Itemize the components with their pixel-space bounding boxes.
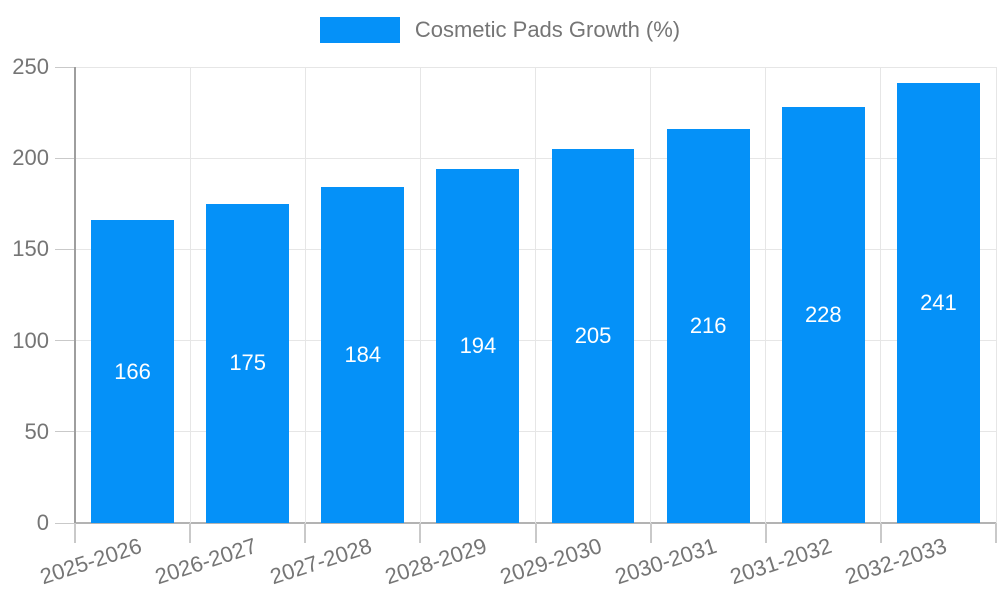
x-gridline <box>765 67 767 523</box>
x-tick <box>649 523 652 543</box>
bar: 166 <box>91 220 174 523</box>
bar: 184 <box>321 187 405 523</box>
y-tick <box>55 431 75 433</box>
y-tick <box>55 66 75 68</box>
x-tick <box>764 523 767 543</box>
x-gridline <box>189 67 191 523</box>
x-tick <box>419 523 422 543</box>
x-gridline <box>995 67 997 523</box>
x-gridline <box>650 67 652 523</box>
x-gridline <box>304 67 306 523</box>
bar-value-label: 241 <box>920 290 957 316</box>
y-tick <box>55 340 75 342</box>
y-axis-label: 200 <box>12 145 49 171</box>
bar: 194 <box>436 169 520 523</box>
bar-value-label: 216 <box>689 313 727 338</box>
legend-label: Cosmetic Pads Growth (%) <box>414 17 681 42</box>
bar: 228 <box>781 107 865 523</box>
y-tick <box>55 522 75 524</box>
y-axis-label: 0 <box>36 510 49 535</box>
bar-value-label: 194 <box>459 333 497 359</box>
y-axis-label: 250 <box>12 54 49 79</box>
bar: 175 <box>206 203 290 523</box>
y-tick <box>55 157 75 159</box>
x-gridline <box>419 67 421 523</box>
bar-value-label: 205 <box>574 323 612 349</box>
bar-value-label: 184 <box>344 342 382 368</box>
legend-swatch <box>319 17 400 43</box>
bar-value-label: 175 <box>229 350 267 376</box>
x-tick <box>995 523 997 543</box>
y-axis-label: 150 <box>12 236 49 262</box>
y-axis-label: 50 <box>24 418 49 444</box>
x-tick <box>189 523 192 543</box>
bar: 216 <box>666 129 750 523</box>
y-tick <box>55 248 75 250</box>
y-axis-line <box>74 67 76 523</box>
x-gridline <box>880 67 882 523</box>
x-tick <box>74 523 76 543</box>
x-tick <box>534 523 537 543</box>
chart-legend: Cosmetic Pads Growth (%) <box>0 17 1000 43</box>
bar-value-label: 166 <box>114 358 151 384</box>
x-tick <box>304 523 307 543</box>
bar: 241 <box>896 83 980 523</box>
x-gridline <box>535 67 536 523</box>
y-axis-label: 100 <box>12 327 49 353</box>
x-tick <box>879 523 882 543</box>
bar: 205 <box>551 149 635 523</box>
bar-value-label: 228 <box>804 302 842 328</box>
